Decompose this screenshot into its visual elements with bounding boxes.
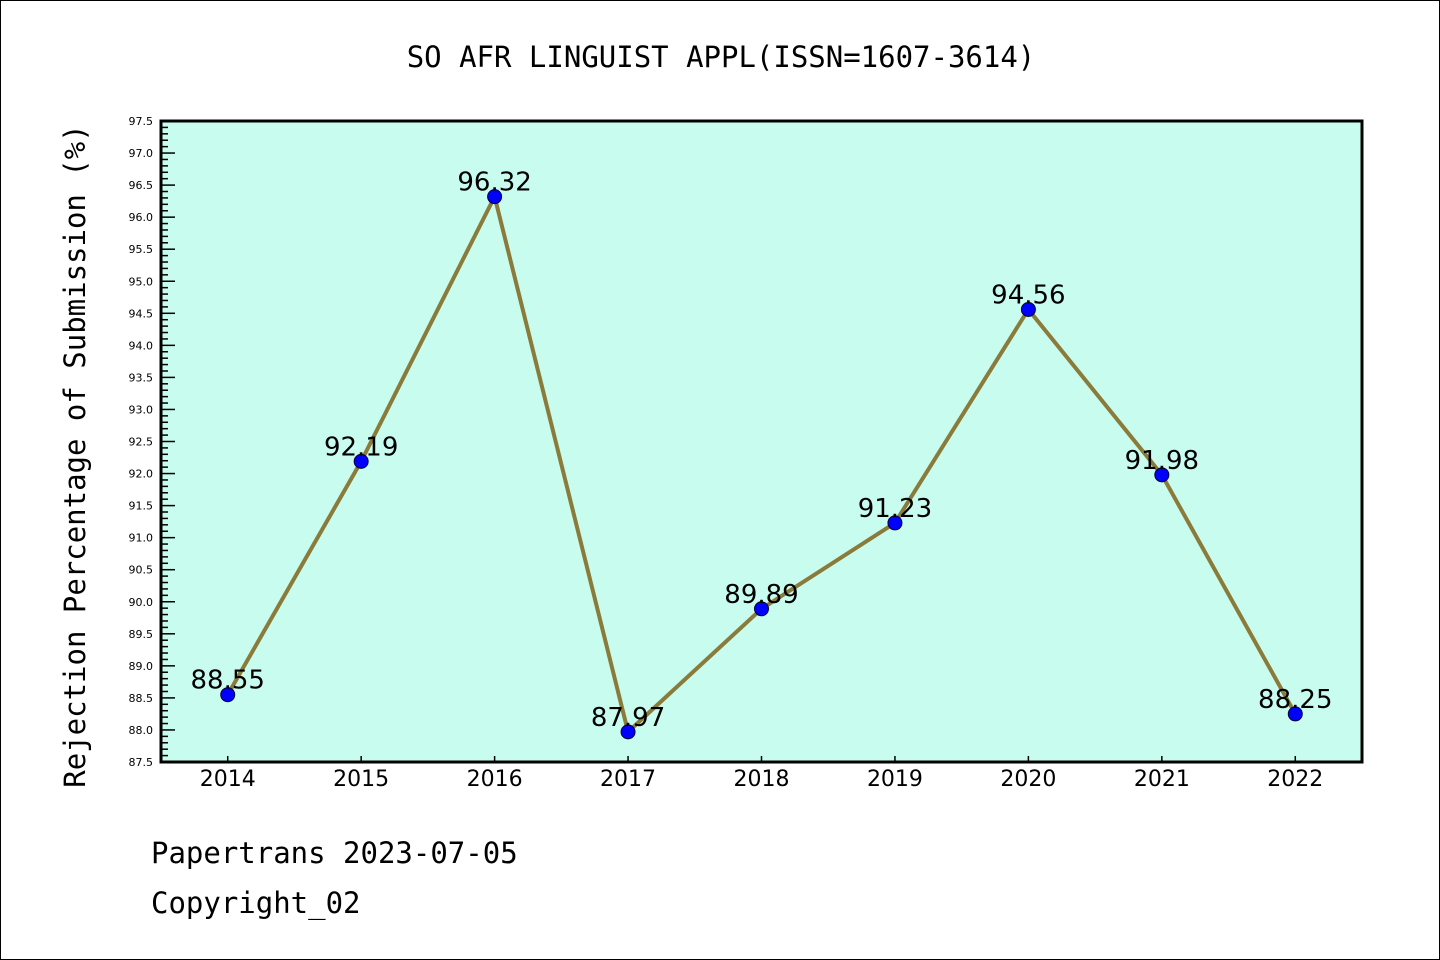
x-tick-label: 2014 [200, 767, 256, 792]
data-point [220, 687, 236, 703]
y-tick-label: 94.0 [129, 339, 154, 352]
y-axis-label: Rejection Percentage of Submission (%) [58, 124, 92, 787]
data-point [487, 189, 503, 205]
y-tick-label: 90.5 [129, 564, 154, 577]
data-label: 96.32 [457, 168, 531, 198]
data-point [1020, 301, 1036, 317]
data-label: 88.55 [191, 666, 265, 696]
data-point [1154, 467, 1170, 483]
x-tick-label: 2020 [1000, 767, 1056, 792]
y-tick-label: 92.0 [129, 468, 154, 481]
data-label: 88.25 [1258, 685, 1332, 715]
data-label: 87.97 [591, 703, 665, 733]
x-tick-label: 2018 [734, 767, 790, 792]
data-point [1287, 706, 1303, 722]
plot-border [159, 119, 1364, 764]
data-label: 89.89 [724, 580, 798, 610]
data-point [887, 515, 903, 531]
data-label: 91.98 [1125, 446, 1199, 476]
y-tick-label: 93.5 [129, 371, 154, 384]
x-tick-label: 2019 [867, 767, 923, 792]
data-label: 91.23 [858, 494, 932, 524]
footer-date: Papertrans 2023-07-05 [151, 836, 518, 870]
y-tick-label: 96.0 [129, 211, 154, 224]
y-tick-label: 97.5 [129, 115, 154, 128]
footer-copyright: Copyright_02 [151, 886, 361, 920]
y-tick-label: 90.0 [129, 596, 154, 609]
chart-title: SO AFR LINGUIST APPL(ISSN=1607-3614) [407, 40, 1036, 74]
y-tick-label: 96.5 [129, 179, 154, 192]
x-tick-label: 2022 [1267, 767, 1323, 792]
data-label: 92.19 [324, 432, 398, 462]
data-point [754, 601, 769, 617]
y-tick-label: 88.5 [129, 692, 154, 705]
y-tick-label: 89.0 [129, 660, 154, 673]
x-tick-label: 2016 [467, 767, 523, 792]
y-tick-label: 94.5 [129, 307, 154, 320]
y-tick-label: 95.0 [129, 275, 154, 288]
y-tick-label: 93.0 [129, 403, 154, 416]
data-point [620, 724, 636, 740]
data-label: 94.56 [991, 280, 1065, 310]
x-tick-label: 2021 [1134, 767, 1190, 792]
plot-area [161, 121, 1362, 762]
y-tick-label: 87.5 [129, 756, 154, 769]
data-point [353, 453, 369, 469]
y-tick-label: 91.5 [129, 500, 154, 513]
y-tick-label: 97.0 [129, 147, 154, 160]
x-tick-label: 2015 [333, 767, 389, 792]
x-tick-label: 2017 [600, 767, 656, 792]
y-tick-label: 92.5 [129, 436, 154, 449]
y-tick-label: 95.5 [129, 243, 154, 256]
y-tick-label: 88.0 [129, 724, 154, 737]
y-tick-label: 89.5 [129, 628, 154, 641]
y-tick-label: 91.0 [129, 532, 154, 545]
